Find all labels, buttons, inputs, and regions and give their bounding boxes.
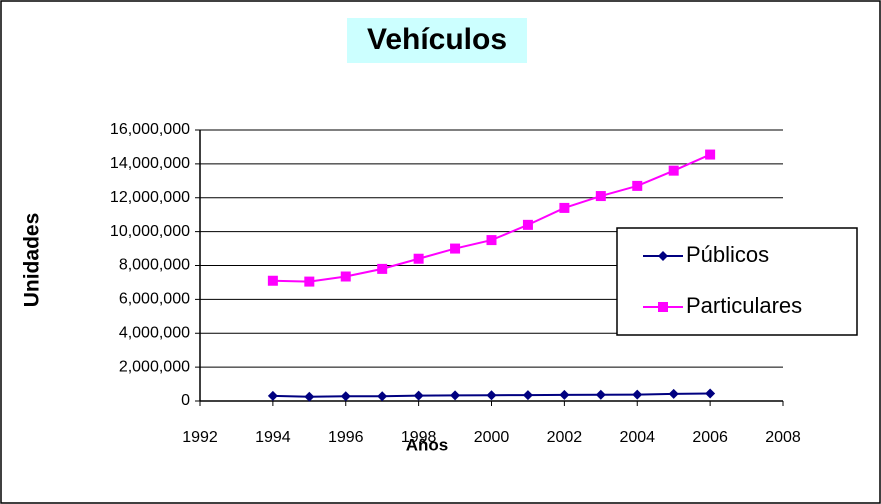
y-tick-label: 8,000,000 — [119, 257, 190, 274]
x-tick-label: 2004 — [619, 429, 655, 446]
data-point — [595, 191, 606, 202]
data-point — [304, 276, 315, 287]
data-point — [450, 243, 461, 254]
data-point — [267, 275, 278, 286]
data-point — [450, 390, 461, 401]
chart-title: Vehículos — [367, 23, 507, 56]
legend-label: Particulares — [686, 293, 802, 318]
legend-box — [616, 227, 858, 336]
x-tick-label: 1998 — [401, 429, 437, 446]
legend-marker — [658, 251, 668, 261]
x-tick-label: 1994 — [255, 429, 291, 446]
data-point — [304, 391, 315, 402]
data-point — [632, 389, 643, 400]
y-tick-label: 16,000,000 — [110, 121, 190, 138]
x-tick-label: 2002 — [547, 429, 583, 446]
legend-label: Públicos — [686, 242, 769, 267]
data-point — [632, 180, 643, 191]
data-point — [267, 390, 278, 401]
data-point — [668, 165, 679, 176]
y-tick-label: 12,000,000 — [110, 189, 190, 206]
y-tick-label: 0 — [181, 392, 190, 409]
data-point — [413, 390, 424, 401]
data-point — [668, 388, 679, 399]
legend-marker — [658, 302, 668, 312]
data-point — [486, 235, 497, 246]
data-point — [486, 390, 497, 401]
data-point — [377, 263, 388, 274]
data-point — [413, 253, 424, 264]
title-background — [347, 18, 527, 63]
data-point — [705, 149, 716, 160]
y-tick-label: 4,000,000 — [119, 324, 190, 341]
x-tick-label: 2008 — [765, 429, 801, 446]
data-point — [522, 219, 533, 230]
y-tick-label: 6,000,000 — [119, 291, 190, 308]
data-point — [377, 391, 388, 402]
x-tick-label: 2006 — [692, 429, 728, 446]
data-point — [595, 389, 606, 400]
x-axis-title: Años — [406, 435, 449, 454]
y-tick-label: 2,000,000 — [119, 358, 190, 375]
x-tick-label: 1992 — [182, 429, 218, 446]
data-point — [559, 389, 570, 400]
y-axis-title: Unidades — [21, 213, 44, 308]
y-tick-label: 10,000,000 — [110, 223, 190, 240]
data-point — [705, 388, 716, 399]
y-tick-label: 14,000,000 — [110, 155, 190, 172]
x-tick-label: 2000 — [474, 429, 510, 446]
x-tick-label: 1996 — [328, 429, 364, 446]
data-point — [522, 390, 533, 401]
data-point — [340, 271, 351, 282]
data-point — [559, 202, 570, 213]
data-point — [340, 391, 351, 402]
